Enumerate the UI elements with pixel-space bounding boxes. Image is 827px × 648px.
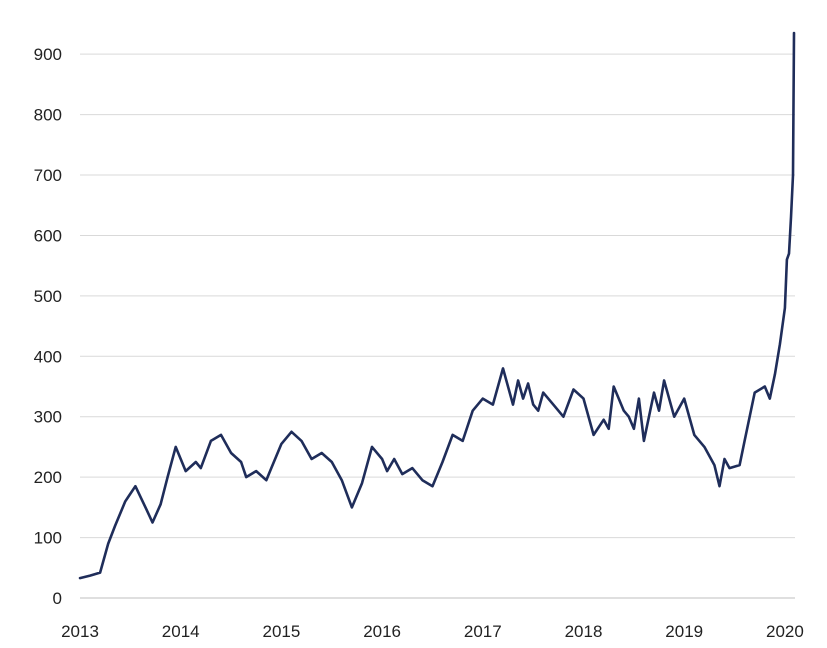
x-tick-label: 2019 xyxy=(665,622,703,641)
y-tick-label: 500 xyxy=(34,287,62,306)
y-tick-label: 100 xyxy=(34,529,62,548)
x-tick-label: 2018 xyxy=(565,622,603,641)
x-tick-label: 2017 xyxy=(464,622,502,641)
y-tick-label: 700 xyxy=(34,166,62,185)
y-tick-label: 0 xyxy=(53,589,62,608)
y-tick-label: 300 xyxy=(34,408,62,427)
y-tick-label: 600 xyxy=(34,226,62,245)
x-tick-label: 2015 xyxy=(262,622,300,641)
series-line-0 xyxy=(78,31,796,580)
y-tick-label: 400 xyxy=(34,347,62,366)
x-tick-label: 2020 xyxy=(766,622,804,641)
series-layer xyxy=(78,31,796,580)
x-tick-label: 2013 xyxy=(61,622,99,641)
x-tick-label: 2016 xyxy=(363,622,401,641)
y-tick-label: 800 xyxy=(34,106,62,125)
y-tick-label: 900 xyxy=(34,45,62,64)
x-tick-label: 2014 xyxy=(162,622,200,641)
grid-layer xyxy=(80,53,795,599)
y-axis-ticks: 0 100 200 300 400 500 600 700 800 900 xyxy=(34,45,62,608)
x-axis-ticks: 2013 2014 2015 2016 2017 2018 2019 2020 xyxy=(61,622,804,641)
y-tick-label: 200 xyxy=(34,468,62,487)
